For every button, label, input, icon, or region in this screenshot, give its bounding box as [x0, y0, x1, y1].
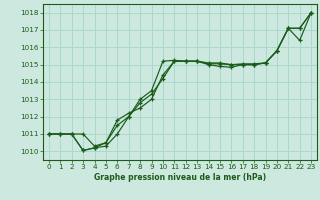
X-axis label: Graphe pression niveau de la mer (hPa): Graphe pression niveau de la mer (hPa)	[94, 173, 266, 182]
